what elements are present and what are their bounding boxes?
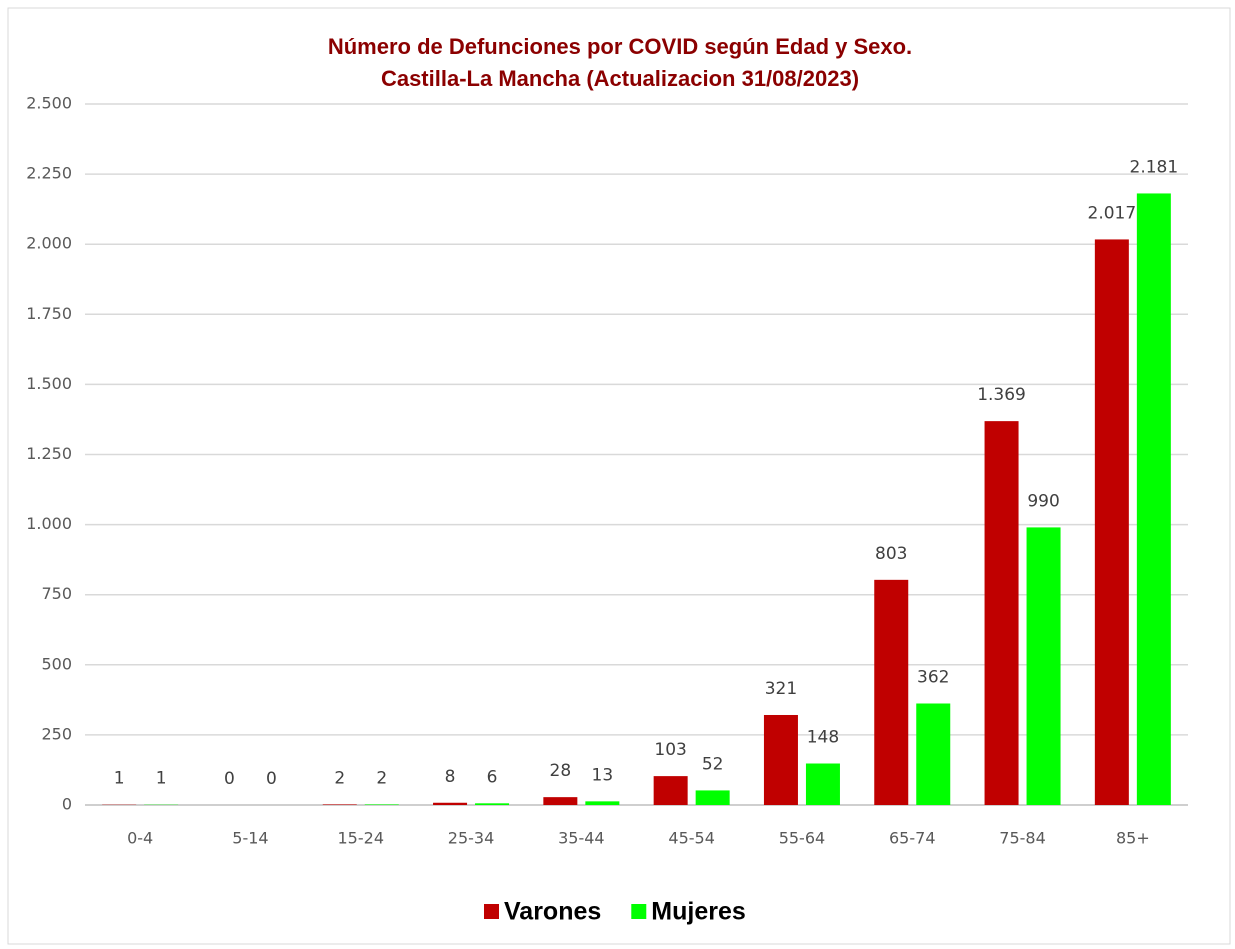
value-label: 52 bbox=[702, 754, 724, 774]
bar bbox=[695, 790, 730, 805]
chart-title: Castilla-La Mancha (Actualizacion 31/08/… bbox=[381, 66, 859, 91]
x-tick-label: 25-34 bbox=[448, 829, 495, 848]
value-label: 990 bbox=[1027, 491, 1059, 511]
bar bbox=[1026, 527, 1061, 805]
bar bbox=[1136, 193, 1171, 805]
value-label: 362 bbox=[917, 667, 949, 687]
y-tick-label: 1.000 bbox=[26, 514, 72, 533]
value-label: 28 bbox=[550, 761, 572, 781]
x-tick-label: 55-64 bbox=[779, 829, 826, 848]
bar bbox=[475, 803, 510, 805]
value-label: 148 bbox=[807, 728, 839, 748]
y-tick-label: 250 bbox=[41, 724, 72, 743]
value-label: 1 bbox=[156, 769, 167, 789]
chart-frame bbox=[7, 7, 1231, 945]
y-tick-label: 1.250 bbox=[26, 444, 72, 463]
value-label: 321 bbox=[765, 679, 797, 699]
value-label: 13 bbox=[592, 765, 614, 785]
value-label: 2 bbox=[334, 768, 345, 788]
bar bbox=[653, 776, 688, 805]
y-tick-label: 2.250 bbox=[26, 164, 72, 183]
bar bbox=[585, 801, 620, 805]
y-tick-label: 500 bbox=[41, 654, 72, 673]
value-label: 6 bbox=[487, 767, 498, 787]
y-tick-label: 1.750 bbox=[26, 304, 72, 323]
x-tick-label: 5-14 bbox=[232, 829, 268, 848]
value-label: 803 bbox=[875, 544, 907, 564]
y-tick-label: 2.000 bbox=[26, 234, 72, 253]
bar bbox=[874, 579, 909, 805]
bar bbox=[1094, 239, 1129, 805]
value-label: 0 bbox=[224, 769, 235, 789]
legend-swatch bbox=[484, 904, 499, 919]
x-tick-label: 45-54 bbox=[668, 829, 715, 848]
x-tick-label: 75-84 bbox=[999, 829, 1046, 848]
y-tick-label: 2.500 bbox=[26, 94, 72, 113]
x-tick-label: 85+ bbox=[1116, 829, 1150, 848]
chart-title: Número de Defunciones por COVID según Ed… bbox=[328, 34, 912, 59]
y-tick-label: 750 bbox=[41, 584, 72, 603]
bar bbox=[805, 763, 840, 805]
value-label: 8 bbox=[445, 767, 456, 787]
legend-label: Mujeres bbox=[651, 898, 745, 926]
value-label: 2 bbox=[376, 768, 387, 788]
value-label: 0 bbox=[266, 769, 277, 789]
y-tick-label: 0 bbox=[62, 795, 72, 814]
x-tick-label: 0-4 bbox=[127, 829, 153, 848]
bar bbox=[543, 797, 578, 805]
y-tick-label: 1.500 bbox=[26, 374, 72, 393]
bar bbox=[433, 802, 468, 805]
x-tick-label: 35-44 bbox=[558, 829, 605, 848]
legend-label: Varones bbox=[504, 898, 601, 926]
value-label: 2.017 bbox=[1088, 203, 1137, 223]
bar bbox=[364, 804, 399, 805]
bar bbox=[984, 421, 1019, 805]
x-tick-label: 65-74 bbox=[889, 829, 936, 848]
legend-swatch bbox=[631, 904, 647, 919]
value-label: 1 bbox=[114, 769, 125, 789]
bar bbox=[916, 703, 951, 805]
value-label: 1.369 bbox=[977, 385, 1026, 405]
bar bbox=[763, 714, 798, 805]
value-label: 103 bbox=[654, 740, 686, 760]
x-tick-label: 15-24 bbox=[338, 829, 385, 848]
value-label: 2.181 bbox=[1130, 157, 1179, 177]
bar bbox=[322, 804, 357, 805]
